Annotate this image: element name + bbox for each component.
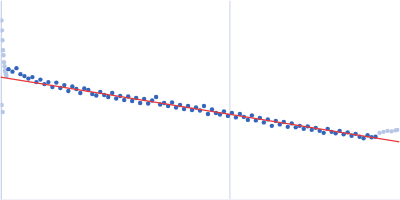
data-point — [1, 103, 4, 107]
data-point — [26, 76, 30, 80]
data-point — [38, 77, 42, 81]
data-point — [389, 129, 393, 133]
data-point — [1, 53, 5, 57]
data-point — [78, 91, 82, 95]
data-point — [130, 99, 134, 103]
data-point — [94, 93, 98, 97]
data-point — [14, 66, 18, 70]
data-point — [6, 67, 10, 71]
point-group — [1, 18, 400, 135]
data-point — [395, 128, 399, 132]
data-point — [46, 80, 50, 84]
data-point — [114, 96, 118, 100]
data-point — [138, 101, 142, 105]
data-point — [321, 131, 325, 135]
data-point — [270, 124, 274, 128]
data-point — [385, 129, 389, 133]
data-point — [2, 64, 6, 68]
data-point — [262, 120, 266, 124]
data-point — [1, 18, 4, 22]
reference-line — [229, 1, 230, 200]
data-point — [154, 95, 158, 99]
data-point — [246, 118, 250, 122]
data-point — [377, 131, 381, 135]
data-point — [10, 69, 14, 73]
data-point — [170, 100, 174, 104]
data-point — [22, 74, 26, 78]
data-point — [1, 28, 5, 32]
data-point — [206, 112, 210, 116]
data-point — [1, 110, 5, 114]
plot-area — [1, 1, 400, 200]
chart — [0, 0, 400, 200]
data-point — [30, 75, 34, 79]
data-point — [18, 72, 22, 76]
data-point — [381, 130, 385, 134]
data-point — [106, 95, 110, 99]
data-point — [122, 98, 126, 102]
data-point — [302, 127, 306, 131]
data-point — [66, 89, 70, 93]
fit-line — [1, 77, 400, 142]
data-point — [2, 60, 6, 64]
data-point — [286, 125, 290, 129]
data-point — [250, 113, 254, 117]
data-point — [146, 101, 150, 105]
data-point — [202, 104, 206, 108]
data-point — [1, 48, 5, 52]
data-point — [54, 80, 58, 84]
data-point — [1, 38, 5, 42]
